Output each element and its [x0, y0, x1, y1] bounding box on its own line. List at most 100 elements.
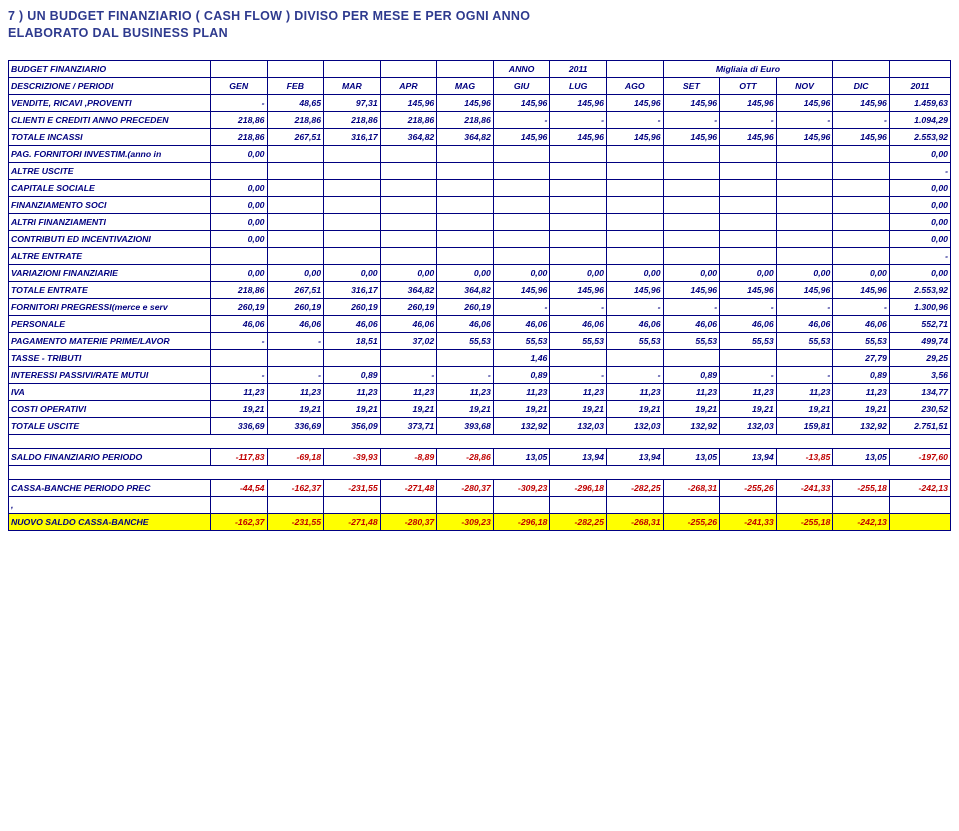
cell: 19,21 [663, 400, 720, 417]
header-desc-label: DESCRIZIONE / PERIODI [9, 77, 211, 94]
cell [833, 247, 890, 264]
cell: - [550, 366, 607, 383]
cell: 336,69 [210, 417, 267, 434]
saldo-finanziario-cell: 13,94 [720, 448, 777, 465]
saldo-finanziario-cell: -197,60 [889, 448, 950, 465]
cell: 132,03 [606, 417, 663, 434]
cell: 19,21 [210, 400, 267, 417]
header-empty [267, 60, 324, 77]
cell: - [833, 298, 890, 315]
cell: 0,00 [210, 213, 267, 230]
nuovo-saldo-cell: -282,25 [550, 513, 607, 530]
cell [833, 196, 890, 213]
cell: - [210, 94, 267, 111]
cell: - [550, 298, 607, 315]
dot-row-desc: , [9, 496, 211, 513]
cell [663, 247, 720, 264]
cell: 218,86 [210, 111, 267, 128]
cell: - [606, 111, 663, 128]
cell [324, 230, 381, 247]
cell [776, 162, 833, 179]
cell: 46,06 [437, 315, 494, 332]
cell: 0,00 [720, 264, 777, 281]
cell: 145,96 [776, 94, 833, 111]
saldo-finanziario-cell: -8,89 [380, 448, 437, 465]
cell: 55,53 [493, 332, 550, 349]
row-desc: INTERESSI PASSIVI/RATE MUTUI [9, 366, 211, 383]
cell: 1,46 [493, 349, 550, 366]
cell [550, 179, 607, 196]
cell [324, 213, 381, 230]
cell: 145,96 [833, 128, 890, 145]
cell: 46,06 [267, 315, 324, 332]
dot-row-cell [833, 496, 890, 513]
cell: 46,06 [833, 315, 890, 332]
cell: 145,96 [550, 281, 607, 298]
nuovo-saldo-cell: -268,31 [606, 513, 663, 530]
cell: 46,06 [210, 315, 267, 332]
cell: 145,96 [380, 94, 437, 111]
cell [267, 247, 324, 264]
cell [267, 179, 324, 196]
cell [267, 349, 324, 366]
cell [324, 196, 381, 213]
cell: 55,53 [437, 332, 494, 349]
cell [267, 213, 324, 230]
cell: 97,31 [324, 94, 381, 111]
header-empty [833, 60, 890, 77]
cell: 0,89 [493, 366, 550, 383]
cell: 19,21 [776, 400, 833, 417]
cell: 0,00 [889, 264, 950, 281]
cell: 0,89 [833, 366, 890, 383]
cell [720, 230, 777, 247]
row-desc: PERSONALE [9, 315, 211, 332]
dot-row-cell [380, 496, 437, 513]
cell [720, 247, 777, 264]
saldo-finanziario-cell: -69,18 [267, 448, 324, 465]
nuovo-saldo-cell: -255,18 [776, 513, 833, 530]
header-month-5: GIU [493, 77, 550, 94]
cassa-prec-cell: -44,54 [210, 479, 267, 496]
cell: 145,96 [550, 128, 607, 145]
cell: 11,23 [720, 383, 777, 400]
cell: 11,23 [776, 383, 833, 400]
cassa-prec-cell: -162,37 [267, 479, 324, 496]
cassa-prec-cell: -242,13 [889, 479, 950, 496]
cell [380, 145, 437, 162]
cell: 218,86 [210, 128, 267, 145]
cassa-prec-cell: -309,23 [493, 479, 550, 496]
cell: - [267, 332, 324, 349]
dot-row-cell [720, 496, 777, 513]
cell: 260,19 [267, 298, 324, 315]
cell: - [550, 111, 607, 128]
header-empty [324, 60, 381, 77]
cell [437, 230, 494, 247]
cell: 11,23 [324, 383, 381, 400]
cell [833, 162, 890, 179]
dot-row-cell [776, 496, 833, 513]
cell: 1.300,96 [889, 298, 950, 315]
cell [720, 145, 777, 162]
cell: 18,51 [324, 332, 381, 349]
cell: 260,19 [380, 298, 437, 315]
cell: 0,00 [606, 264, 663, 281]
cell: 11,23 [493, 383, 550, 400]
cell [606, 179, 663, 196]
cell: 0,00 [889, 179, 950, 196]
cell [776, 349, 833, 366]
cell [663, 213, 720, 230]
cell [324, 179, 381, 196]
cell: 134,77 [889, 383, 950, 400]
cell [663, 349, 720, 366]
cell [550, 162, 607, 179]
cell: 218,86 [210, 281, 267, 298]
cell [833, 145, 890, 162]
cell: 373,71 [380, 417, 437, 434]
header-month-0: GEN [210, 77, 267, 94]
title-line-1: 7 ) UN BUDGET FINANZIARIO ( CASH FLOW ) … [8, 9, 530, 23]
cell [606, 145, 663, 162]
cell: 218,86 [380, 111, 437, 128]
cell: 356,09 [324, 417, 381, 434]
cell: 19,21 [833, 400, 890, 417]
cell: 55,53 [776, 332, 833, 349]
